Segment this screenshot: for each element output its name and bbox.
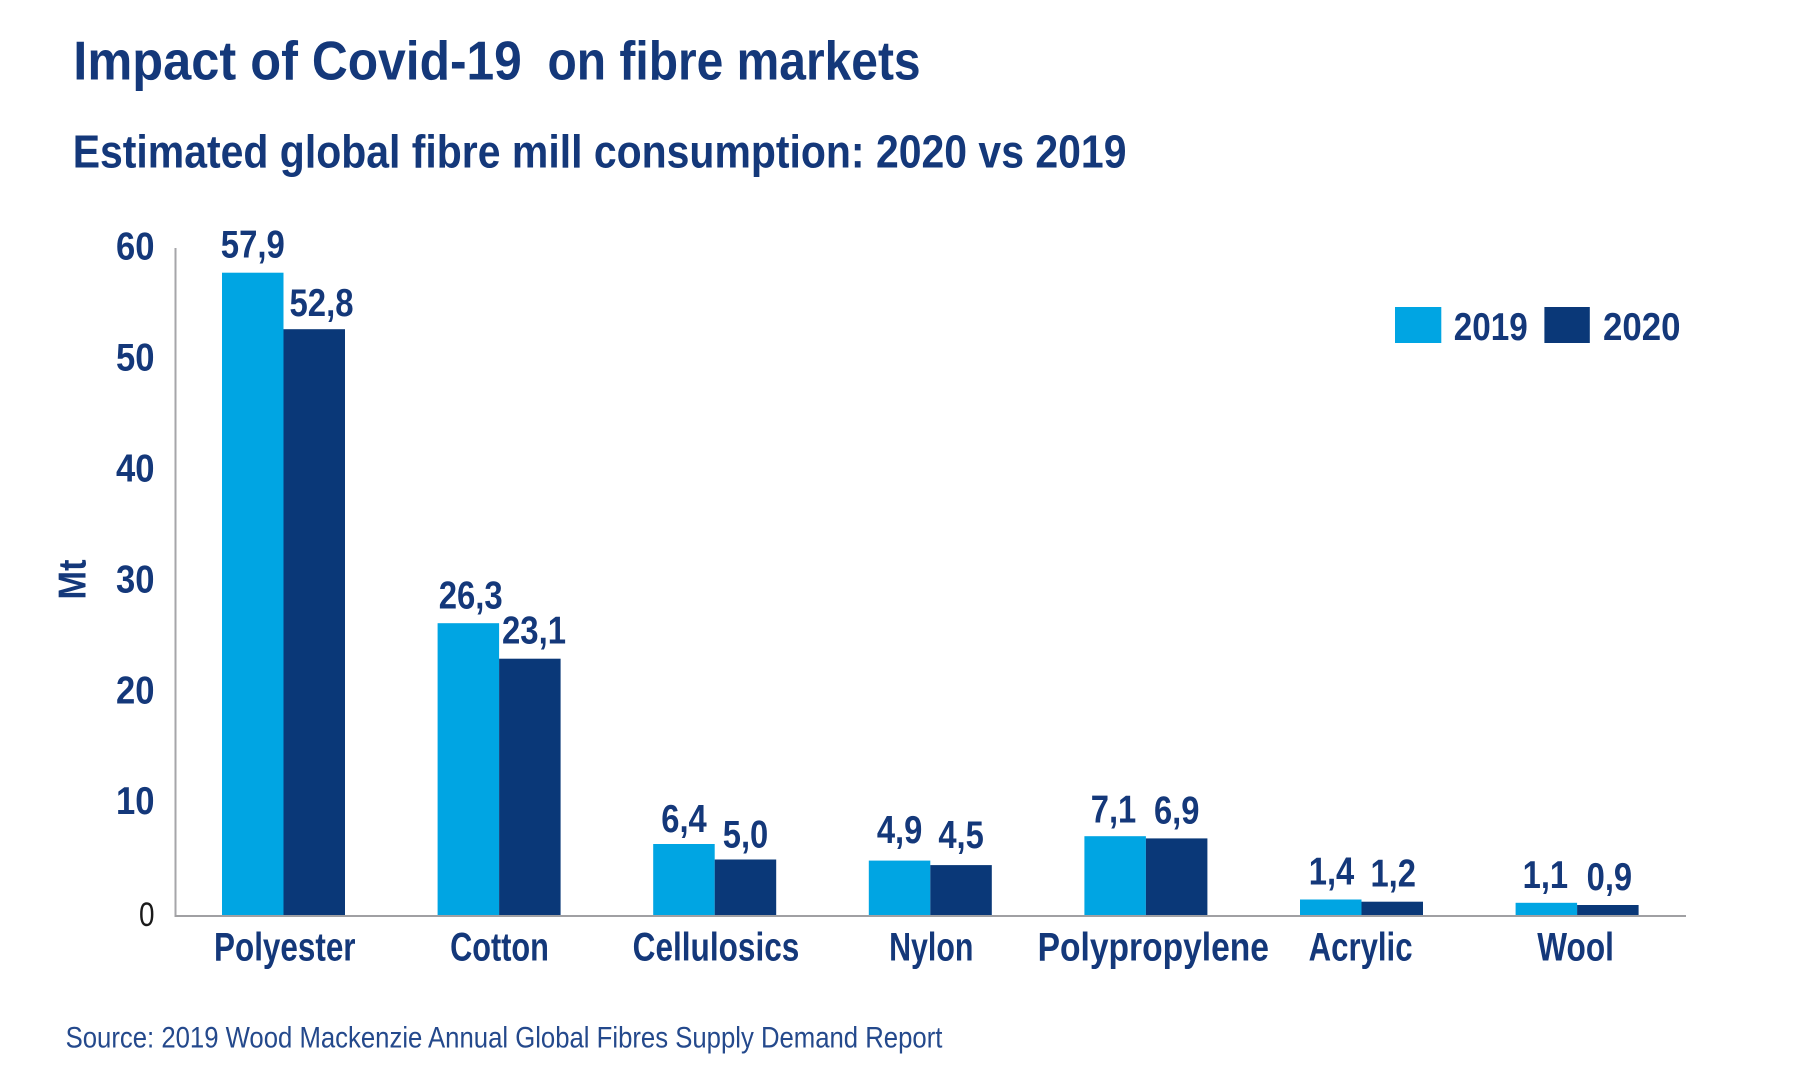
- svg-text:2019: 2019: [1454, 306, 1528, 349]
- svg-text:50: 50: [116, 337, 155, 380]
- svg-text:Wool: Wool: [1537, 926, 1614, 970]
- svg-text:4,9: 4,9: [877, 809, 923, 852]
- svg-text:Acrylic: Acrylic: [1309, 926, 1413, 970]
- svg-text:6,4: 6,4: [661, 798, 707, 841]
- svg-text:Polyester: Polyester: [214, 926, 356, 970]
- svg-text:57,9: 57,9: [221, 224, 285, 267]
- svg-text:on fibre markets: on fibre markets: [548, 30, 921, 92]
- svg-text:30: 30: [116, 558, 155, 601]
- svg-text:52,8: 52,8: [290, 282, 354, 325]
- svg-text:20: 20: [116, 669, 155, 712]
- svg-text:Nylon: Nylon: [889, 926, 973, 970]
- svg-text:4,5: 4,5: [938, 814, 984, 857]
- svg-text:Source: 2019 Wood Mackenzie An: Source: 2019 Wood Mackenzie Annual Globa…: [66, 1022, 943, 1055]
- svg-text:0,9: 0,9: [1587, 856, 1633, 899]
- svg-text:Cellulosics: Cellulosics: [633, 926, 800, 970]
- svg-text:10: 10: [116, 780, 155, 823]
- svg-text:26,3: 26,3: [439, 574, 503, 617]
- svg-text:5,0: 5,0: [723, 814, 769, 857]
- svg-text:7,1: 7,1: [1091, 789, 1137, 832]
- svg-text:Cotton: Cotton: [450, 926, 549, 970]
- svg-text:Mt: Mt: [52, 559, 95, 599]
- svg-text:23,1: 23,1: [502, 609, 566, 652]
- svg-text:1,2: 1,2: [1370, 853, 1416, 896]
- svg-text:Impact of: Impact of: [73, 30, 298, 92]
- svg-text:2020: 2020: [1603, 306, 1681, 349]
- svg-text:60: 60: [116, 226, 155, 269]
- svg-text:Covid-19: Covid-19: [312, 30, 522, 92]
- svg-text:1,1: 1,1: [1523, 854, 1569, 897]
- svg-text:Estimated global fibre mill co: Estimated global fibre mill consumption:…: [73, 126, 1127, 178]
- svg-text:40: 40: [116, 448, 155, 491]
- svg-text:Polypropylene: Polypropylene: [1038, 926, 1269, 970]
- svg-text:1,4: 1,4: [1309, 851, 1355, 894]
- svg-text:0: 0: [139, 896, 155, 934]
- svg-text:6,9: 6,9: [1154, 790, 1200, 833]
